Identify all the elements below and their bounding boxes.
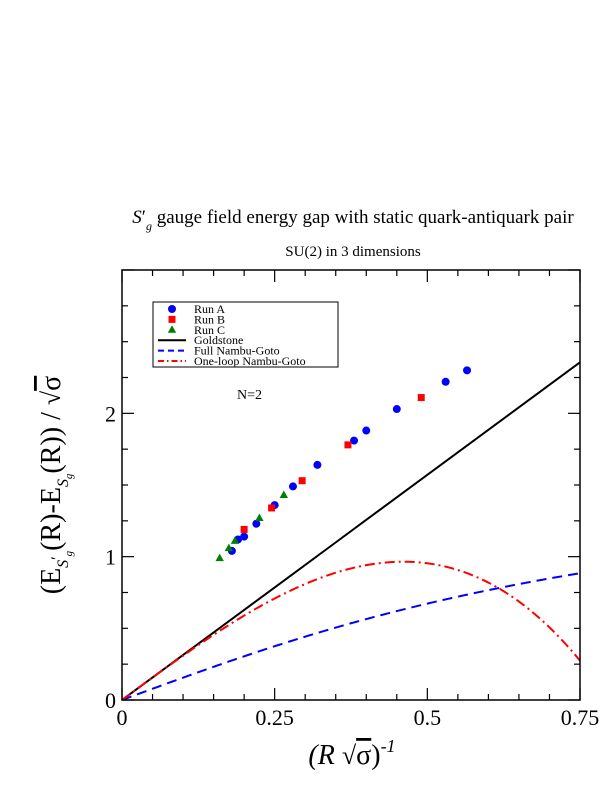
xlabel-open: (R [308,740,341,771]
legend-box [152,301,339,368]
chart-title: S′g gauge field energy gap with static q… [132,207,574,233]
data-point-square [417,394,425,402]
x-axis-title: (R √σ)-1 [308,736,395,771]
data-point-triangle [279,490,289,499]
x-tick-label: 0.25 [255,705,294,730]
series-line-full-nambu-goto [122,572,580,700]
curves-group [122,361,580,700]
xlabel-close: ) [371,740,380,771]
data-point-circle [463,366,472,375]
data-point-circle [392,405,401,414]
ylabel-s1-prime: ′ [49,556,66,560]
ticks-group [121,269,581,701]
data-point-circle [441,377,450,386]
x-tick-label: 0.75 [561,705,600,730]
legend-marker-triangle [167,325,177,333]
legend-marker-circle [168,305,176,313]
data-point-circle [288,482,297,491]
data-point-square [240,525,248,533]
legend-label: Full Nambu-Goto [194,344,280,358]
x-tick-label: 0 [117,705,128,730]
ylabel-sqrt: √ [37,390,66,405]
ylabel-s1: S [55,560,72,568]
ylabel-end: (R)) / [36,405,67,473]
ylabel-s2: S [55,479,72,487]
chart-subtitle: SU(2) in 3 dimensions [285,244,421,260]
title-prime: ′ [142,207,146,228]
y-axis-title: (ES′g(R)-ESg(R)) / √σ [36,376,75,595]
ylabel-s1-sub: g [63,550,75,556]
series-line-one-loop-nambu-goto [122,560,580,700]
x-tick-label: 0.5 [414,705,442,730]
ylabel-mid: (R)-E [36,487,67,551]
title-subscript: g [146,219,152,233]
data-point-circle [240,532,249,541]
y-tick-label: 0 [105,688,116,713]
data-point-circle [313,460,322,469]
legend-label: One-loop Nambu-Goto [194,354,306,368]
markers-group [215,366,472,562]
data-point-square [344,441,352,449]
ylabel-sigma: σ [36,376,67,391]
data-point-triangle [215,553,224,562]
legend-label: Run B [194,312,225,326]
data-point-triangle [224,543,234,552]
title-symbol: S [132,207,142,228]
series-line-goldstone [122,361,580,700]
legend-label: Run A [194,302,225,316]
y-tick-label: 1 [105,545,116,570]
annotation-n: N=2 [237,388,262,403]
legend-label: Run C [194,323,225,337]
xlabel-sigma: σ [356,740,371,771]
ylabel-s2-sub: g [63,473,75,479]
data-point-triangle [255,513,264,521]
tick-labels-group: 0 0.25 0.5 0.75 0 1 2 [105,401,599,730]
data-point-circle [362,426,371,435]
data-point-square [268,504,276,512]
legend-label: Goldstone [194,333,243,347]
ylabel-open: (E [36,568,67,594]
data-point-square [298,477,306,485]
data-point-circle [350,436,359,445]
data-point-triangle [230,536,240,544]
data-point-circle [252,519,261,528]
xlabel-exponent: -1 [381,736,396,756]
legend-marker-square [168,315,176,323]
y-tick-label: 2 [105,401,116,426]
title-text: gauge field energy gap with static quark… [152,207,574,228]
xlabel-sqrt: √ [342,741,357,770]
